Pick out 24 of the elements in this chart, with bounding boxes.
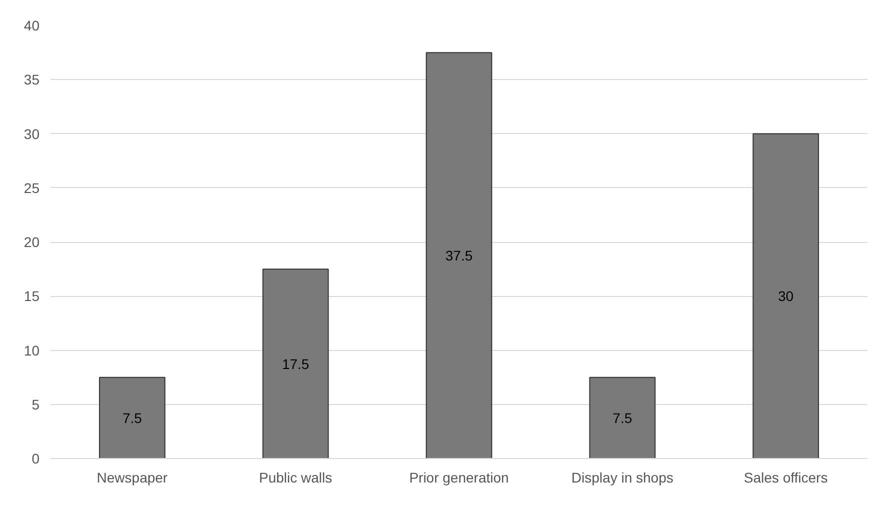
bar [589, 376, 656, 458]
data-label: 30 [778, 288, 794, 304]
bar [99, 376, 166, 458]
x-tick-label: Display in shops [571, 470, 674, 486]
data-label: 37.5 [445, 248, 473, 264]
y-tick-label: 10 [24, 342, 40, 358]
data-label: 17.5 [282, 356, 310, 372]
y-tick-label: 30 [24, 126, 40, 142]
bar [262, 268, 329, 458]
y-tick-label: 40 [24, 18, 40, 34]
x-tick-label: Newspaper [96, 470, 168, 486]
y-tick-label: 35 [24, 72, 40, 88]
y-tick-label: 25 [24, 180, 40, 196]
data-label: 7.5 [122, 410, 142, 426]
data-label: 7.5 [612, 410, 632, 426]
x-tick-label: Prior generation [409, 470, 509, 486]
y-tick-label: 0 [32, 450, 40, 466]
y-tick-label: 5 [32, 396, 40, 412]
x-tick-label: Sales officers [744, 470, 828, 486]
y-tick-label: 15 [24, 288, 40, 304]
bar [752, 133, 819, 458]
bar [426, 52, 492, 458]
x-tick-label: Public walls [259, 470, 332, 486]
y-tick-label: 20 [24, 234, 40, 250]
